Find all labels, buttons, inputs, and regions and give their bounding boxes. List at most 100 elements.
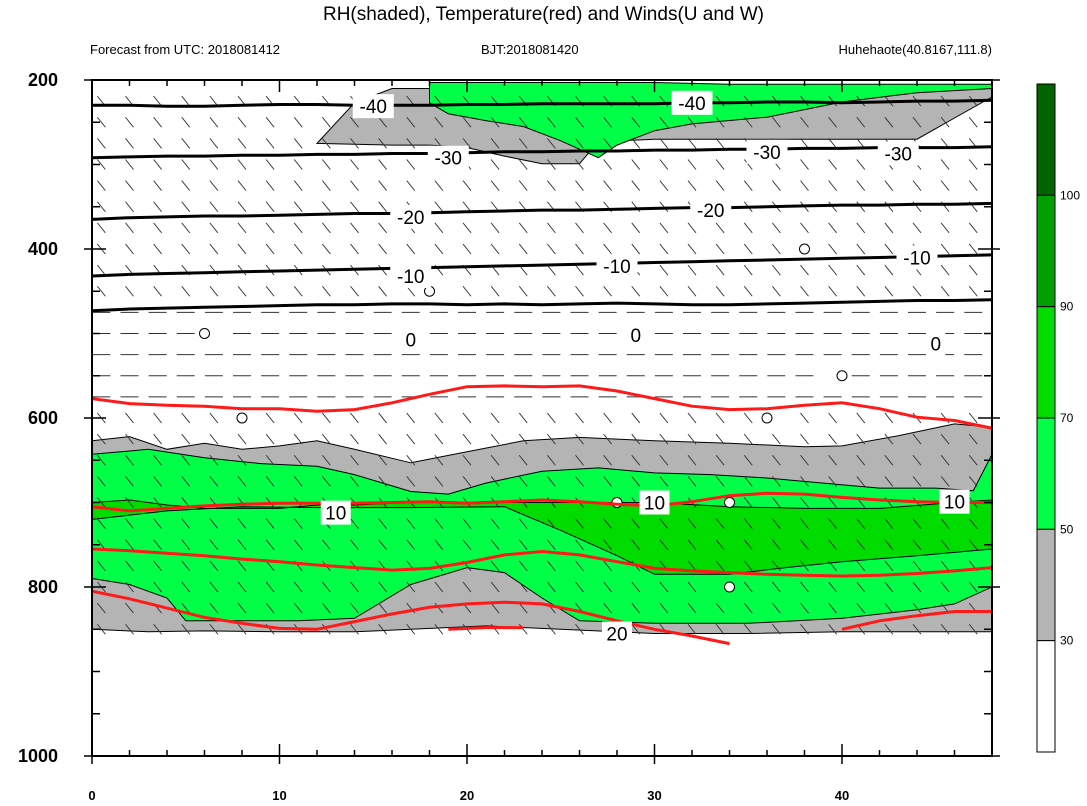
wind-barb bbox=[940, 222, 950, 234]
wind-barb bbox=[209, 539, 219, 551]
wind-barb bbox=[96, 602, 106, 614]
wind-barb bbox=[265, 243, 275, 255]
wind-barb bbox=[743, 222, 753, 234]
wind-barb bbox=[828, 539, 838, 551]
wind-barb bbox=[490, 602, 500, 614]
wind-barb bbox=[153, 518, 163, 529]
wind-barb bbox=[321, 623, 331, 635]
wind-barb bbox=[715, 95, 725, 107]
wind-barb bbox=[96, 201, 106, 213]
wind-barb bbox=[406, 180, 416, 191]
wind-barb bbox=[575, 581, 584, 593]
wind-barb bbox=[237, 454, 247, 466]
wind-barb bbox=[828, 116, 838, 128]
wind-barb bbox=[940, 623, 950, 635]
wind-barb bbox=[687, 476, 697, 487]
wind-barb bbox=[800, 433, 809, 445]
wind-barb bbox=[209, 476, 219, 487]
wind-barb bbox=[546, 560, 556, 572]
wind-barb bbox=[546, 264, 556, 276]
wind-barb bbox=[350, 222, 359, 234]
wind-barb bbox=[434, 623, 444, 635]
isotherm-line bbox=[841, 610, 992, 631]
wind-barb bbox=[884, 539, 894, 551]
colorbar-tick-label: 50 bbox=[1060, 522, 1074, 536]
calm-wind-marker bbox=[836, 370, 848, 382]
wind-barb bbox=[575, 159, 584, 170]
y-tick-label: 800 bbox=[28, 577, 58, 597]
wind-barb bbox=[687, 518, 697, 529]
wind-barb bbox=[181, 539, 191, 551]
wind-barb bbox=[490, 518, 500, 529]
wind-barb bbox=[518, 159, 528, 170]
wind-barb bbox=[856, 602, 866, 614]
wind-barb bbox=[603, 412, 613, 424]
wind-barb bbox=[968, 539, 978, 551]
wind-barb bbox=[378, 623, 388, 635]
wind-barb bbox=[856, 285, 866, 297]
contour-label-box bbox=[352, 94, 394, 119]
wind-barb bbox=[940, 518, 950, 529]
wind-barb bbox=[743, 454, 753, 466]
wind-barb bbox=[715, 264, 725, 276]
wind-barb bbox=[631, 581, 641, 593]
isotherm-line bbox=[92, 253, 992, 278]
wind-barb bbox=[153, 581, 163, 593]
wind-barb bbox=[96, 264, 106, 276]
wind-barb bbox=[434, 454, 444, 466]
wind-barb bbox=[940, 539, 950, 551]
wind-barb bbox=[743, 623, 753, 635]
wind-barb bbox=[771, 180, 781, 191]
contour-label-box bbox=[602, 621, 632, 646]
wind-barb bbox=[96, 560, 106, 572]
wind-barb bbox=[575, 243, 584, 255]
wind-barb bbox=[575, 412, 584, 424]
wind-barb bbox=[856, 116, 866, 128]
wind-barb bbox=[265, 433, 275, 445]
wind-barb bbox=[575, 476, 584, 487]
wind-barb bbox=[209, 518, 219, 529]
wind-barb bbox=[237, 116, 247, 128]
wind-barb bbox=[237, 476, 247, 487]
wind-barb bbox=[153, 476, 163, 487]
wind-barb bbox=[125, 623, 134, 635]
wind-barb bbox=[603, 539, 613, 551]
colorbar-bin bbox=[1036, 194, 1056, 308]
contour-labels-layer: -40 -30 -20 -10 0 -40 -30 -20 -10 0 -30 -10 0 10 10 10 2… bbox=[320, 90, 970, 646]
wind-barb bbox=[153, 560, 163, 572]
wind-barb bbox=[884, 222, 894, 234]
wind-barb bbox=[490, 138, 500, 149]
wind-barb bbox=[856, 412, 866, 424]
wind-barb bbox=[518, 602, 528, 614]
wind-barb bbox=[321, 476, 331, 487]
wind-barb bbox=[378, 285, 388, 297]
wind-barb bbox=[743, 285, 753, 297]
wind-barb bbox=[828, 222, 838, 234]
wind-barb bbox=[687, 412, 697, 424]
wind-barb bbox=[350, 581, 359, 593]
wind-barb bbox=[434, 602, 444, 614]
contour-label: -20 bbox=[397, 208, 424, 229]
wind-barb bbox=[546, 138, 556, 149]
wind-barb bbox=[575, 518, 584, 529]
wind-barb bbox=[800, 560, 809, 572]
wind-barb bbox=[462, 116, 472, 128]
wind-barb bbox=[687, 623, 697, 635]
wind-barb bbox=[771, 454, 781, 466]
wind-barb bbox=[378, 539, 388, 551]
wind-barb bbox=[518, 138, 528, 149]
contour-label-box bbox=[896, 245, 938, 270]
wind-barb bbox=[490, 412, 500, 424]
wind-barb bbox=[125, 222, 134, 234]
wind-barb bbox=[800, 539, 809, 551]
wind-barb bbox=[884, 264, 894, 276]
wind-barb bbox=[687, 454, 697, 466]
wind-barb bbox=[603, 476, 613, 487]
wind-barb bbox=[968, 285, 978, 297]
wind-barb bbox=[828, 159, 838, 170]
contour-label: -30 bbox=[885, 145, 912, 166]
wind-barb bbox=[912, 116, 922, 128]
wind-barb bbox=[546, 476, 556, 487]
wind-barb bbox=[153, 95, 163, 107]
wind-barb bbox=[912, 560, 922, 572]
